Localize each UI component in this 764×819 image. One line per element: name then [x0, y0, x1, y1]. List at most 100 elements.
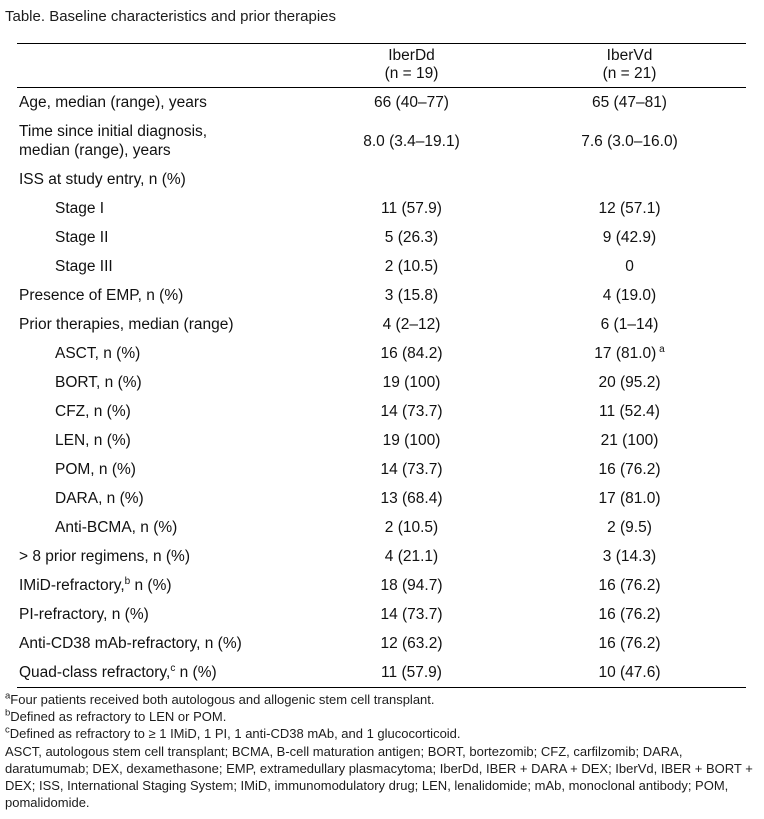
cell-ibervd: 2 (9.5) — [607, 519, 652, 536]
row-label: LEN, n (%) — [55, 432, 131, 449]
footnote-line: aFour patients received both autologous … — [5, 690, 435, 707]
cell-ibervd: 12 (57.1) — [598, 200, 661, 217]
cell-ibervd: 17 (81.0) a — [594, 343, 665, 362]
cell-ibervd: 16 (76.2) — [598, 461, 661, 478]
row-label: Time since initial diagnosis, median (ran… — [19, 123, 208, 159]
table-row: ASCT, n (%) 16 (84.2) 17 (81.0) a — [17, 339, 746, 368]
row-label: BORT, n (%) — [55, 374, 142, 391]
row-label: Stage III — [55, 258, 113, 275]
row-label: Age, median (range), years — [19, 94, 207, 111]
cell-ibervd: 4 (19.0) — [602, 287, 657, 304]
table-row: PI-refractory, n (%) 14 (73.7) 16 (76.2) — [17, 600, 746, 629]
cell-iberdd: 8.0 (3.4–19.1) — [363, 132, 460, 150]
footnote-line: ASCT, autologous stem cell transplant; B… — [5, 743, 753, 811]
cell-ibervd: 3 (14.3) — [602, 548, 657, 565]
header-ibervd: IberVd (n = 21) — [513, 44, 746, 88]
footnote-marker: c — [170, 662, 176, 674]
footnote-marker: a — [5, 690, 11, 702]
table-row: Stage III 2 (10.5) 0 — [17, 252, 746, 281]
cell-iberdd: 4 (21.1) — [384, 548, 439, 565]
cell-iberdd: 19 (100) — [382, 432, 441, 449]
footnotes: aFour patients received both autologous … — [5, 691, 758, 811]
table-row: > 8 prior regimens, n (%) 4 (21.1) 3 (14.3… — [17, 542, 746, 571]
cell-iberdd: 11 (57.9) — [381, 200, 442, 217]
row-label: Stage I — [55, 200, 105, 217]
table-row: CFZ, n (%) 14 (73.7) 11 (52.4) — [17, 397, 746, 426]
table-row: ISS at study entry, n (%) — [17, 165, 746, 194]
cell-iberdd: 66 (40–77) — [374, 94, 449, 111]
table-header: IberDd (n = 19) IberVd (n = 21) — [17, 43, 746, 88]
cell-ibervd: 16 (76.2) — [598, 635, 661, 652]
footnote-marker: b — [124, 575, 131, 587]
row-label: POM, n (%) — [55, 461, 136, 478]
row-label: Stage II — [55, 229, 109, 246]
column-name-iberdd: IberDd — [388, 47, 435, 64]
footnote-marker: c — [5, 725, 10, 737]
cell-iberdd: 14 (73.7) — [380, 606, 443, 623]
table-row: POM, n (%) 14 (73.7) 16 (76.2) — [17, 455, 746, 484]
table-row: IMiD-refractory,b n (%) 18 (94.7) 16 (76.2… — [17, 571, 746, 600]
cell-iberdd: 14 (73.7) — [380, 403, 443, 420]
header-empty-cell — [17, 44, 310, 88]
cell-iberdd: 16 (84.2) — [380, 345, 443, 362]
row-label: Anti-BCMA, n (%) — [55, 519, 178, 536]
cell-ibervd: 9 (42.9) — [602, 229, 657, 246]
cell-ibervd: 7.6 (3.0–16.0) — [581, 132, 678, 150]
row-label: PI-refractory, n (%) — [19, 606, 149, 623]
cell-iberdd: 2 (10.5) — [384, 258, 439, 275]
cell-ibervd: 16 (76.2) — [598, 577, 661, 594]
row-label: IMiD-refractory,b n (%) — [19, 575, 172, 594]
table-body: Age, median (range), years 66 (40–77) 65 (… — [17, 88, 746, 688]
header-iberdd: IberDd (n = 19) — [310, 44, 513, 88]
cell-ibervd: 20 (95.2) — [598, 374, 661, 391]
table-row: Age, median (range), years 66 (40–77) 65 (… — [17, 88, 746, 118]
cell-iberdd: 2 (10.5) — [384, 519, 439, 536]
cell-iberdd: 3 (15.8) — [384, 287, 439, 304]
table-row: Quad-class refractory,c n (%) 11 (57.9) 10… — [17, 658, 746, 688]
table-row: Prior therapies, median (range) 4 (2–12) 6… — [17, 310, 746, 339]
footnote-line: bDefined as refractory to LEN or POM. — [5, 707, 227, 725]
cell-iberdd: 13 (68.4) — [380, 490, 443, 507]
baseline-characteristics-table: IberDd (n = 19) IberVd (n = 21) Age, med… — [17, 43, 746, 688]
row-label: ASCT, n (%) — [55, 345, 141, 362]
cell-iberdd: 18 (94.7) — [380, 577, 443, 594]
header-row: IberDd (n = 19) IberVd (n = 21) — [17, 43, 746, 88]
footnote-marker: a — [656, 343, 665, 355]
cell-ibervd: 21 (100) — [600, 432, 659, 449]
table-row: Stage I 11 (57.9) 12 (57.1) — [17, 194, 746, 223]
row-label: ISS at study entry, n (%) — [19, 171, 186, 188]
cell-ibervd: 17 (81.0) — [598, 490, 661, 507]
row-label: Prior therapies, median (range) — [19, 316, 234, 333]
cell-iberdd: 5 (26.3) — [384, 229, 439, 246]
table-row: Presence of EMP, n (%) 3 (15.8) 4 (19.0) — [17, 281, 746, 310]
cell-ibervd: 16 (76.2) — [598, 606, 661, 623]
cell-ibervd: 10 (47.6) — [513, 658, 746, 688]
cell-iberdd: 4 (2–12) — [382, 316, 441, 333]
cell-ibervd: 0 — [625, 258, 634, 275]
table-row: LEN, n (%) 19 (100) 21 (100) — [17, 426, 746, 455]
row-label: > 8 prior regimens, n (%) — [19, 548, 190, 565]
cell-iberdd: 11 (57.9) — [310, 658, 513, 688]
row-label: Presence of EMP, n (%) — [19, 287, 184, 304]
footnote-marker: b — [5, 707, 11, 719]
table-row: Anti-CD38 mAb-refractory, n (%) 12 (63.2)… — [17, 629, 746, 658]
table-row: Anti-BCMA, n (%) 2 (10.5) 2 (9.5) — [17, 513, 746, 542]
cell-ibervd — [513, 165, 746, 194]
column-n-ibervd: (n = 21) — [602, 65, 657, 82]
table-row: Stage II 5 (26.3) 9 (42.9) — [17, 223, 746, 252]
row-label: Quad-class refractory,c n (%) — [17, 658, 310, 688]
cell-iberdd: 12 (63.2) — [380, 635, 443, 652]
cell-iberdd: 19 (100) — [382, 374, 441, 391]
cell-iberdd — [310, 165, 513, 194]
cell-ibervd: 11 (52.4) — [599, 403, 660, 420]
row-label: CFZ, n (%) — [55, 403, 131, 420]
table-row: Time since initial diagnosis, median (ran… — [17, 117, 746, 165]
cell-iberdd: 14 (73.7) — [380, 461, 443, 478]
table-row: DARA, n (%) 13 (68.4) 17 (81.0) — [17, 484, 746, 513]
cell-ibervd: 65 (47–81) — [592, 94, 667, 111]
table-title: Table. Baseline characteristics and prio… — [5, 8, 337, 25]
footnote-line: cDefined as refractory to ≥ 1 IMiD, 1 PI… — [5, 725, 461, 742]
table-row: BORT, n (%) 19 (100) 20 (95.2) — [17, 368, 746, 397]
cell-ibervd: 6 (1–14) — [600, 316, 659, 333]
